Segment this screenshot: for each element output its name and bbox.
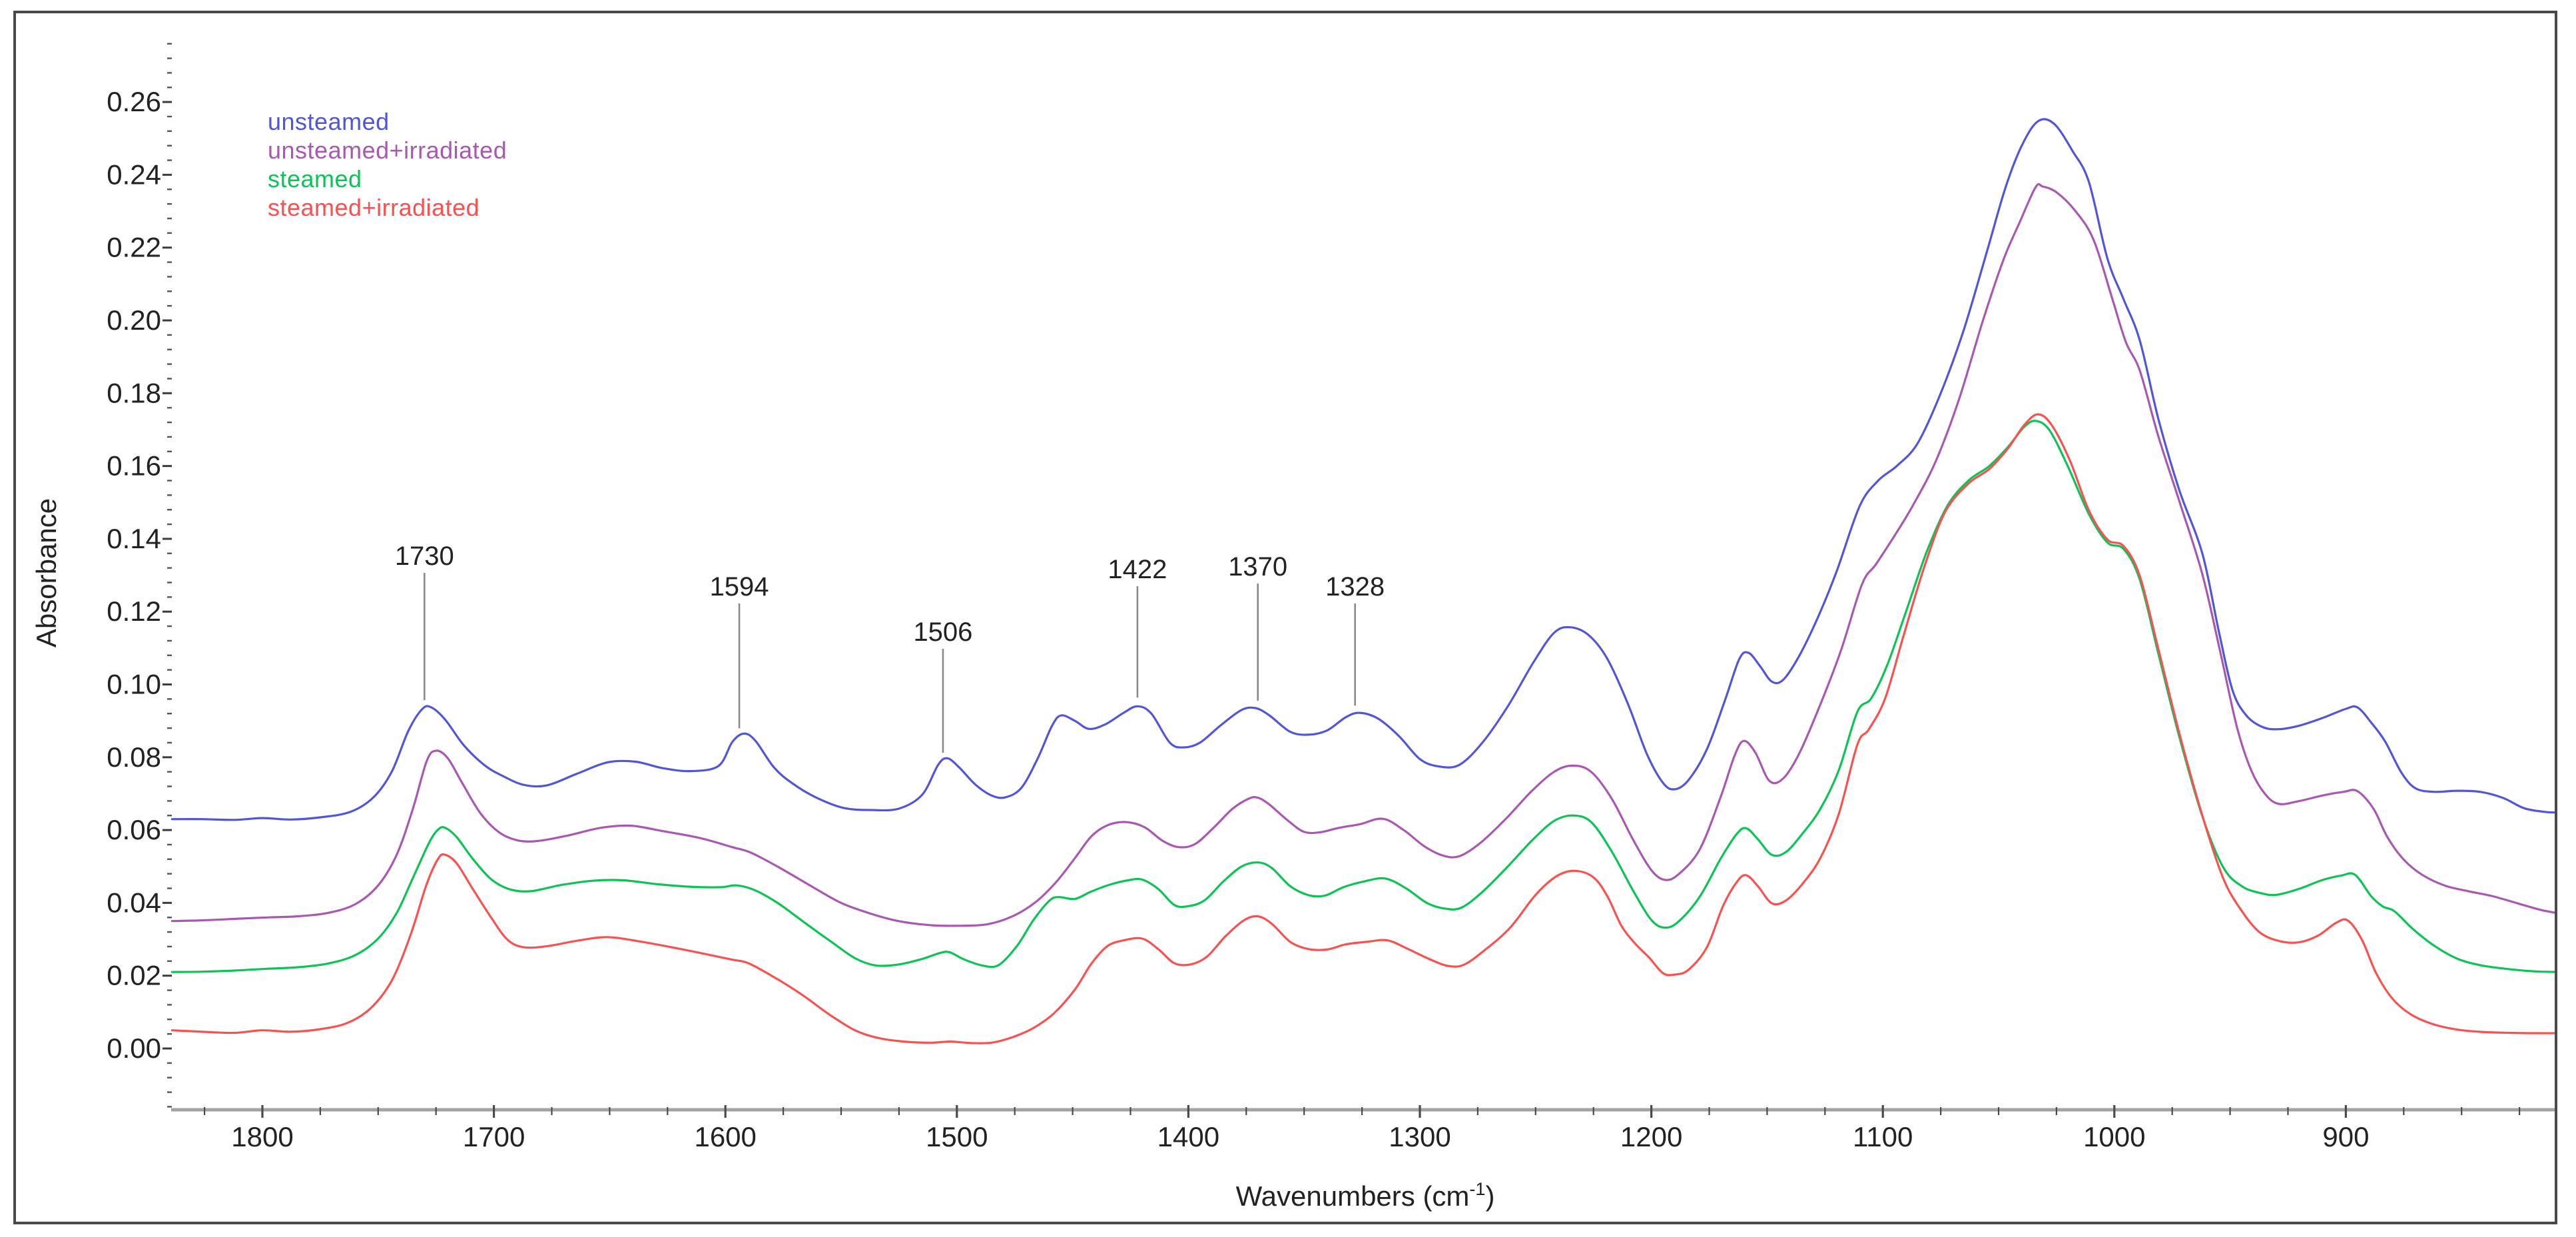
series-steamed bbox=[170, 420, 2555, 973]
y-tick-label-0.22: 0.22 bbox=[107, 232, 161, 263]
peak-annotation-1370: 1370 bbox=[1228, 552, 1287, 701]
x-tick-label-1000: 1000 bbox=[2083, 1121, 2145, 1152]
y-tick-label-0.00: 0.00 bbox=[107, 1032, 161, 1064]
x-tick-label-1800: 1800 bbox=[231, 1121, 293, 1152]
peak-annotation-1422: 1422 bbox=[1108, 555, 1167, 698]
figure-border: 1800 1700 1600 1500 1400 1300 1200 1100 1000 900 W… bbox=[13, 11, 2557, 1224]
y-axis-title: Absorbance bbox=[31, 498, 62, 647]
x-tick-label-1600: 1600 bbox=[694, 1121, 756, 1152]
y-tick-label-0.06: 0.06 bbox=[107, 814, 161, 845]
x-axis: 1800 1700 1600 1500 1400 1300 1200 1100 1000 900 W… bbox=[171, 1105, 2555, 1212]
y-tick-label-0.08: 0.08 bbox=[107, 741, 161, 773]
y-tick-label-0.10: 0.10 bbox=[107, 669, 161, 700]
series-unsteamed bbox=[170, 118, 2555, 821]
y-tick-label-0.20: 0.20 bbox=[107, 304, 161, 336]
peak-annotation-1594: 1594 bbox=[710, 572, 769, 729]
peak-annotation-1506: 1506 bbox=[913, 618, 972, 753]
y-tick-label-0.16: 0.16 bbox=[107, 450, 161, 482]
legend-item-steamed-irradiated: steamed+irradiated bbox=[268, 194, 480, 221]
x-tick-label-900: 900 bbox=[2322, 1121, 2369, 1152]
peak-annotation-1730: 1730 bbox=[395, 542, 454, 700]
peak-label-1594: 1594 bbox=[710, 572, 769, 602]
peak-annotation-1328: 1328 bbox=[1325, 572, 1385, 706]
y-tick-label-0.14: 0.14 bbox=[107, 523, 161, 554]
peak-label-1328: 1328 bbox=[1325, 572, 1385, 602]
y-tick-label-0.02: 0.02 bbox=[107, 960, 161, 991]
series-steamed-irradiated bbox=[170, 413, 2555, 1044]
y-tick-label-0.26: 0.26 bbox=[107, 86, 161, 117]
peak-label-1370: 1370 bbox=[1228, 552, 1287, 582]
legend-item-steamed: steamed bbox=[268, 165, 362, 193]
peak-label-1422: 1422 bbox=[1108, 555, 1167, 584]
y-tick-label-0.04: 0.04 bbox=[107, 887, 161, 918]
y-tick-label-0.24: 0.24 bbox=[107, 159, 161, 190]
x-tick-label-1200: 1200 bbox=[1620, 1121, 1682, 1152]
peak-label-1730: 1730 bbox=[395, 542, 454, 571]
x-tick-label-1400: 1400 bbox=[1157, 1121, 1219, 1152]
legend: unsteamed unsteamed+irradiated steamed s… bbox=[268, 107, 507, 222]
y-tick-label-0.12: 0.12 bbox=[107, 596, 161, 627]
ftir-spectra-chart: 1800 1700 1600 1500 1400 1300 1200 1100 1000 900 W… bbox=[31, 43, 2555, 1212]
series-unsteamed-irradiated bbox=[170, 183, 2555, 927]
x-tick-label-1100: 1100 bbox=[1853, 1121, 1913, 1152]
x-tick-label-1500: 1500 bbox=[926, 1121, 988, 1152]
peak-label-1506: 1506 bbox=[913, 618, 972, 647]
y-tick-label-0.18: 0.18 bbox=[107, 377, 161, 408]
legend-item-unsteamed-irradiated: unsteamed+irradiated bbox=[268, 137, 507, 164]
legend-item-unsteamed: unsteamed bbox=[268, 108, 390, 135]
x-tick-label-1700: 1700 bbox=[463, 1121, 525, 1152]
x-tick-label-1300: 1300 bbox=[1389, 1121, 1450, 1152]
x-axis-title: Wavenumbers (cm-1) bbox=[1236, 1179, 1495, 1212]
y-axis: 0.00 0.02 0.04 0.06 0.08 0.10 0.12 0.14 0.16 0.18… bbox=[31, 43, 172, 1108]
